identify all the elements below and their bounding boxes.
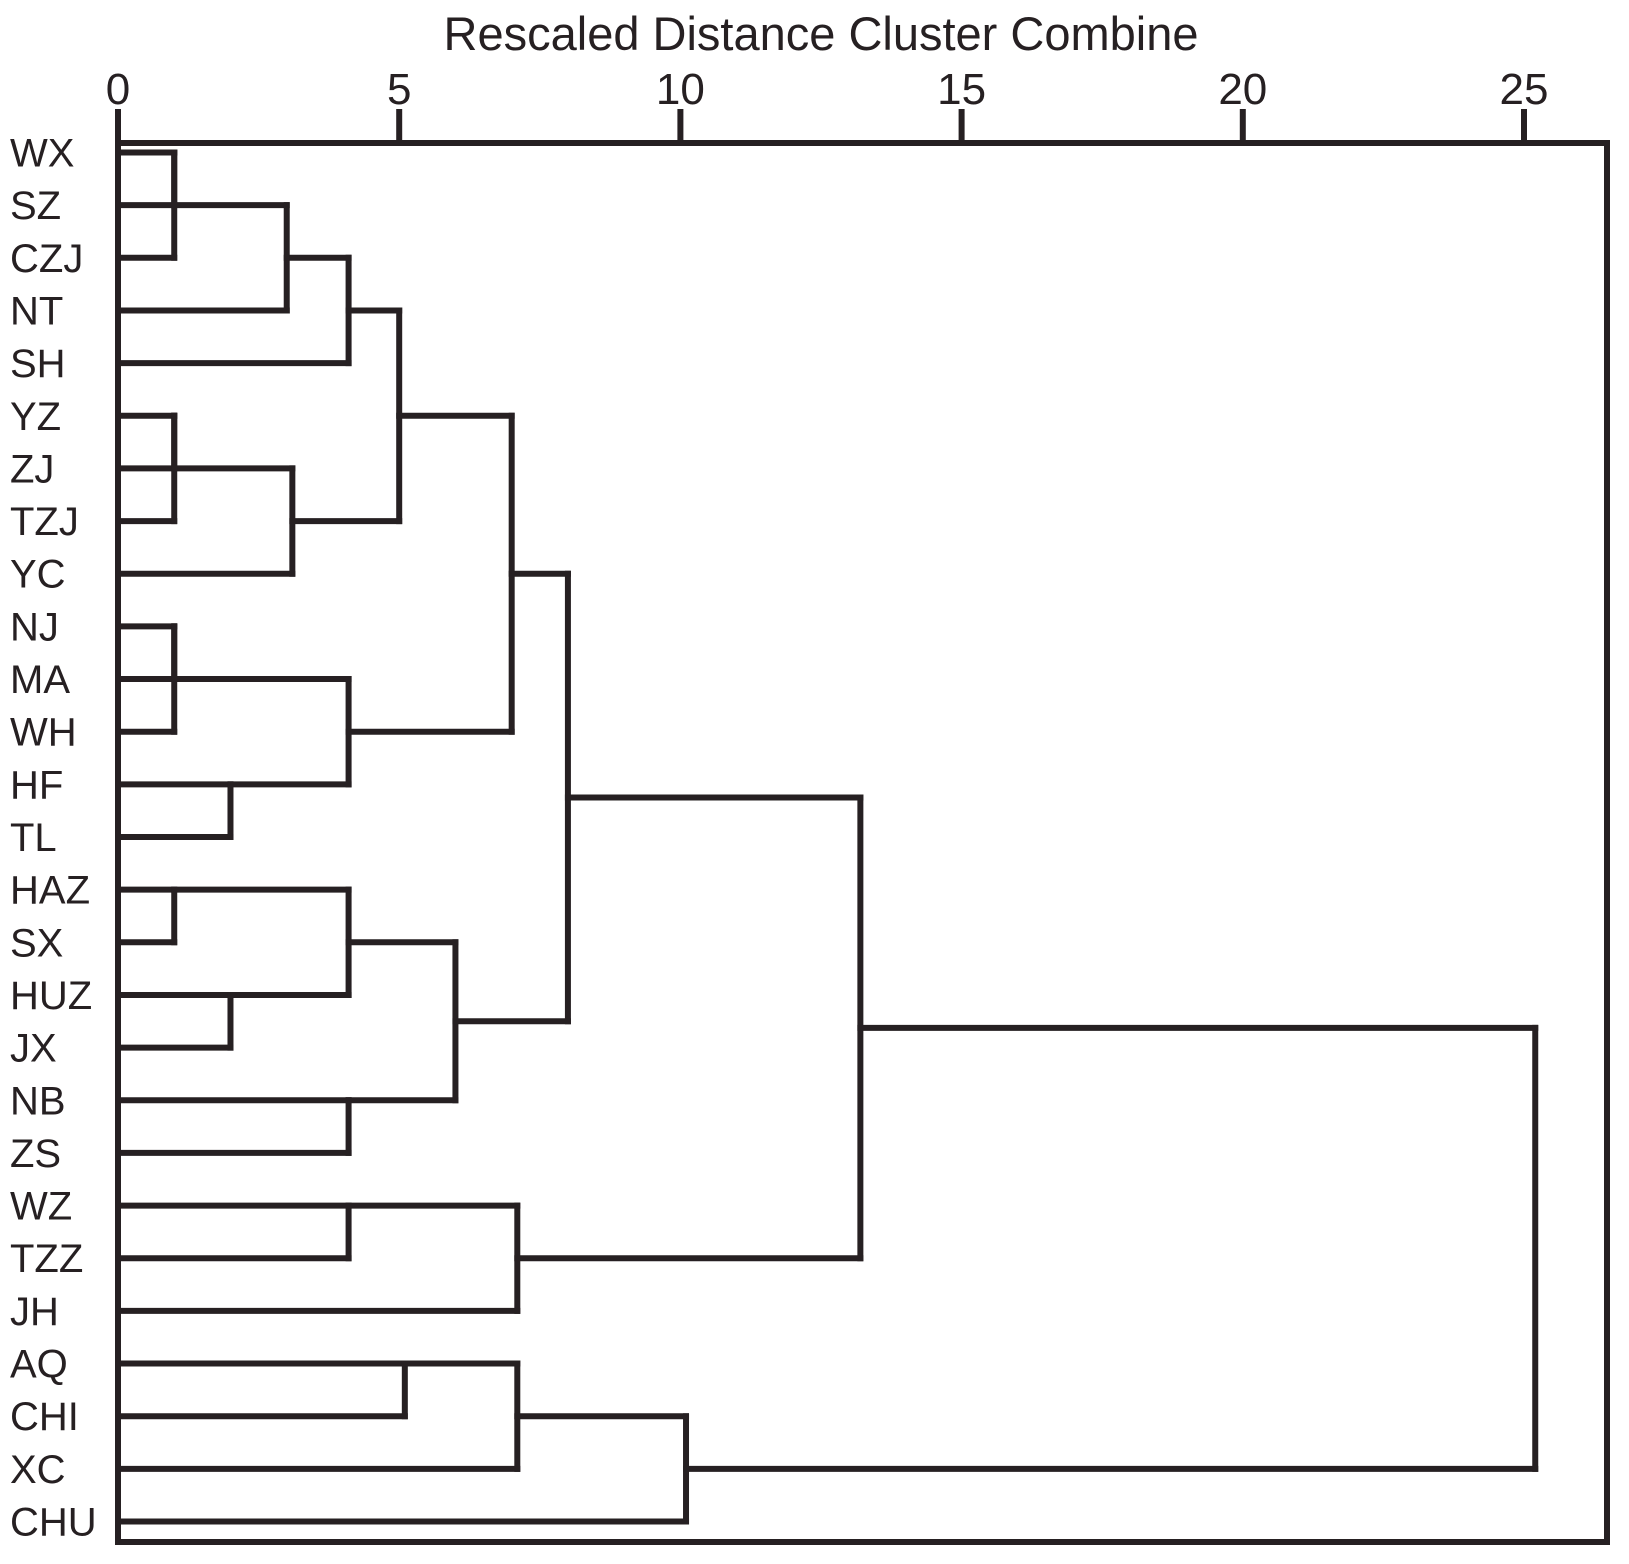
leaf-label: WH xyxy=(10,711,77,755)
leaf-label: TZZ xyxy=(10,1237,83,1281)
axis-tick-label: 0 xyxy=(106,65,130,114)
chart-frame xyxy=(115,140,1610,1545)
leaf-label: WZ xyxy=(10,1185,72,1229)
axis-tick-label: 5 xyxy=(387,65,411,114)
leaf-label: TZJ xyxy=(10,500,79,544)
axis-tick-label: 10 xyxy=(656,65,705,114)
axis-tick-label: 15 xyxy=(937,65,986,114)
leaf-label: NT xyxy=(10,289,63,333)
leaf-label: JX xyxy=(10,1027,57,1071)
leaf-label: CHU xyxy=(10,1501,97,1545)
leaf-label: NJ xyxy=(10,605,59,649)
leaf-label: CHI xyxy=(10,1395,79,1439)
axis-tick-label: 25 xyxy=(1500,65,1549,114)
leaf-label: HF xyxy=(10,763,63,807)
leaf-label: HAZ xyxy=(10,869,90,913)
leaf-label: SX xyxy=(10,921,63,965)
leaf-label: XC xyxy=(10,1448,66,1492)
leaf-label: JH xyxy=(10,1290,59,1334)
leaf-label: HUZ xyxy=(10,974,92,1018)
leaf-label: ZS xyxy=(10,1132,61,1176)
leaf-label: CZJ xyxy=(10,237,83,281)
chart-title: Rescaled Distance Cluster Combine xyxy=(444,7,1199,60)
leaf-label: SH xyxy=(10,342,66,386)
axis-tick-label: 20 xyxy=(1218,65,1267,114)
leaf-label: SZ xyxy=(10,184,61,228)
leaf-label: ZJ xyxy=(10,447,54,491)
leaf-label: TL xyxy=(10,816,57,860)
leaf-label: WX xyxy=(10,132,74,176)
leaf-label: YC xyxy=(10,553,66,597)
leaf-label: YZ xyxy=(10,395,61,439)
leaf-label: AQ xyxy=(10,1343,68,1387)
leaf-label: MA xyxy=(10,658,70,702)
leaf-label: NB xyxy=(10,1079,66,1123)
